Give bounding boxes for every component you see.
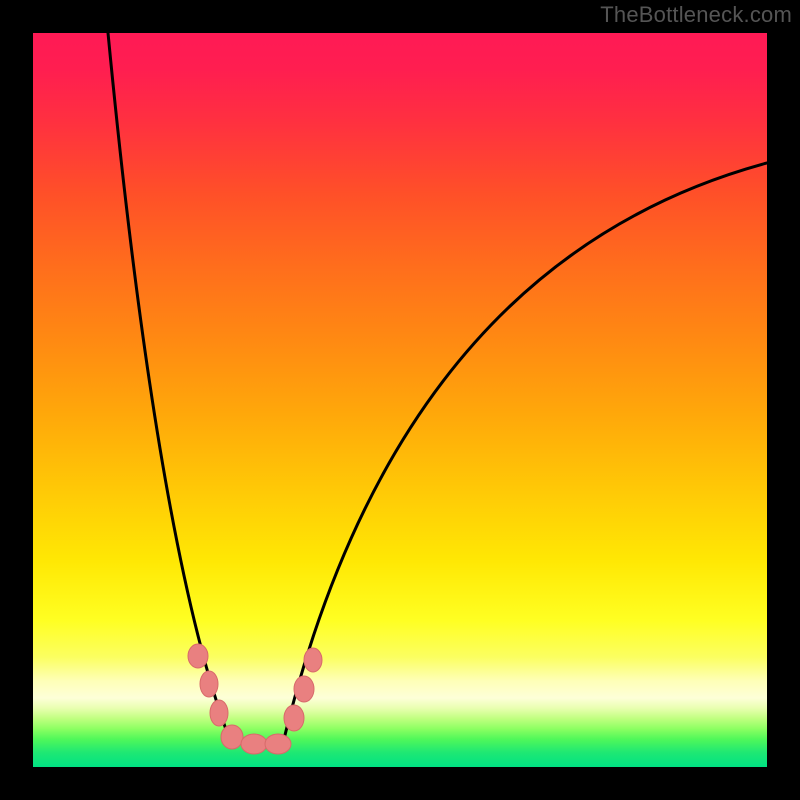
marker-8 bbox=[304, 648, 322, 672]
marker-5 bbox=[265, 734, 291, 754]
chart-svg bbox=[0, 0, 800, 800]
marker-4 bbox=[241, 734, 267, 754]
marker-1 bbox=[200, 671, 218, 697]
marker-2 bbox=[210, 700, 228, 726]
chart-stage: TheBottleneck.com bbox=[0, 0, 800, 800]
watermark-label: TheBottleneck.com bbox=[600, 2, 792, 28]
marker-0 bbox=[188, 644, 208, 668]
plot-area-background bbox=[33, 33, 767, 767]
marker-6 bbox=[284, 705, 304, 731]
marker-7 bbox=[294, 676, 314, 702]
marker-3 bbox=[221, 725, 243, 749]
